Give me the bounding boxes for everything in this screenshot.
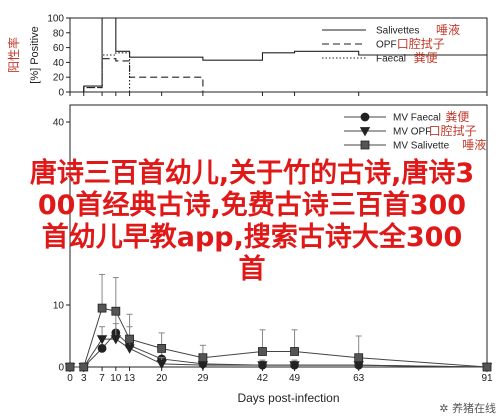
top-y-tick-label: 0 — [58, 88, 64, 99]
top-y-tick-label: 100 — [47, 14, 64, 25]
data-point — [97, 343, 107, 353]
overlay-line: 首 — [238, 254, 266, 285]
overlay-line: 唐诗三百首幼儿,关于竹的古诗,唐诗3 — [29, 158, 475, 189]
data-point — [289, 361, 300, 371]
legend-label: MV OPF — [393, 127, 431, 138]
legend-marker — [360, 112, 370, 122]
data-point — [157, 343, 167, 353]
x-tick-label: 49 — [289, 373, 301, 384]
legend-marker — [360, 140, 370, 150]
legend-label: OPF — [376, 40, 397, 51]
data-point — [257, 361, 268, 371]
x-tick-label: 29 — [197, 373, 209, 384]
x-tick-label: 63 — [353, 373, 365, 384]
top-y-axis-label-cn: 阳性率 — [6, 37, 21, 73]
watermark: ✲ 养猪在线 — [439, 400, 496, 416]
data-point — [111, 306, 121, 316]
legend-label-cn: 口腔拭子 — [397, 36, 445, 51]
overlay-line: 首幼儿早教app,搜索古诗大全300 — [41, 222, 463, 253]
overlay-caption: 唐诗三百首幼儿,关于竹的古诗,唐诗3 00首经典古诗,免费古诗三百首300 首幼… — [0, 158, 504, 286]
legend-label-cn: 唾液 — [436, 22, 460, 37]
x-tick-label: 3 — [81, 373, 87, 384]
watermark-text: 养猪在线 — [452, 402, 496, 415]
series-faecal-line — [70, 52, 487, 93]
series-opf-line — [70, 58, 487, 93]
data-point — [156, 359, 167, 370]
top-y-tick-label: 20 — [53, 73, 65, 84]
top-y-axis-label: [%] Positive — [29, 26, 41, 83]
bottom-y-tick-label: 0 — [58, 363, 64, 374]
bottom-y-tick-label: 10 — [53, 301, 65, 312]
data-point — [97, 303, 107, 313]
top-panel: 0 20 40 60 80 100 Salivettes 唾液 OPF 口腔拭子 Faecal 粪便… — [6, 14, 488, 99]
data-point — [79, 362, 89, 372]
top-y-tick-label: 60 — [53, 43, 65, 54]
legend-marker — [359, 127, 371, 137]
overlay-line: 00首经典古诗,免费古诗三百首300 — [37, 190, 467, 221]
top-y-tick-label: 40 — [53, 58, 65, 69]
legend-label-cn: 唾液 — [462, 137, 486, 152]
data-point — [125, 334, 134, 344]
x-tick-label: 0 — [67, 373, 73, 384]
data-point — [290, 347, 299, 356]
legend-label: MV Faecal — [393, 113, 441, 124]
top-legend: Salivettes 唾液 OPF 口腔拭子 Faecal 粪便 — [322, 22, 460, 65]
legend-label: Faecal — [376, 54, 406, 65]
data-point — [110, 335, 122, 345]
data-point — [482, 362, 492, 372]
bottom-plot-frame — [69, 104, 488, 368]
series-mv-salivette — [65, 274, 492, 372]
bottom-y-tick-label: 40 — [53, 118, 65, 129]
watermark-icon: ✲ — [439, 402, 452, 415]
data-point — [65, 362, 75, 372]
legend-label: MV Salivette — [393, 141, 450, 152]
data-point — [124, 344, 135, 354]
legend-label-cn: 口腔拭子 — [429, 123, 477, 138]
data-point — [258, 347, 267, 356]
x-tick-label: 7 — [99, 373, 105, 384]
top-y-tick-label: 80 — [53, 28, 65, 39]
data-point — [96, 335, 108, 345]
x-tick-label: 10 — [110, 373, 122, 384]
legend-label-cn: 粪便 — [445, 110, 469, 124]
legend-label: Salivettes — [376, 26, 419, 37]
data-point — [198, 353, 208, 363]
x-tick-label: 20 — [156, 373, 168, 384]
x-tick-label: 91 — [481, 373, 493, 384]
data-point — [354, 353, 364, 363]
x-tick-label: 42 — [257, 373, 269, 384]
x-tick-label: 13 — [124, 373, 136, 384]
x-axis-label: Days post-infection — [237, 391, 339, 405]
legend-label-cn: 粪便 — [414, 51, 438, 65]
